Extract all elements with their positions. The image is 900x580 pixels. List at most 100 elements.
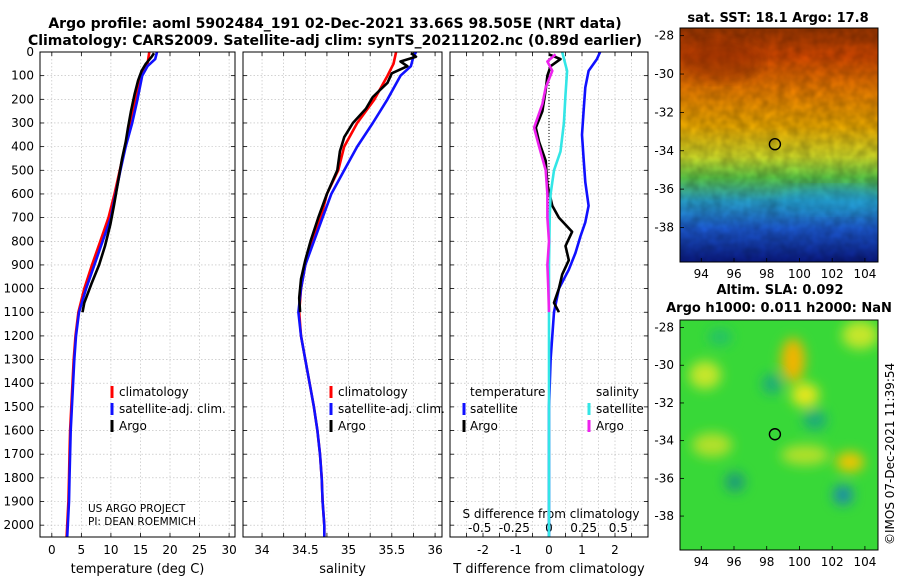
series-line [297,51,418,537]
y-tick-label: 1200 [3,329,34,343]
map-x-tick-label: 102 [821,267,844,281]
map-y-tick-label: -34 [654,434,674,448]
map-y-tick-label: -30 [654,67,674,81]
y-tick-label: 1900 [3,495,34,509]
legend-difference: temperature salinity satellite Argo sate… [462,385,644,433]
title-line-2: Climatology: CARS2009. Satellite-adj cli… [28,33,642,49]
x-axis-label: salinity [319,562,366,577]
x-axis-label: T difference from climatology [452,562,645,577]
series-line [547,51,602,537]
map-y-tick-label: -38 [654,509,674,523]
sla-low [708,329,732,345]
y-tick-label: 0 [26,45,34,59]
series-line [65,51,159,538]
credit-block: US ARGO PROJECT PI: DEAN ROEMMICH [88,503,196,528]
x-tick-label: 0 [545,543,553,557]
map-x-tick-label: 104 [853,555,876,569]
map-y-tick-label: -32 [654,396,674,410]
series-line [81,52,156,313]
y-tick-label: 700 [11,211,34,225]
y-tick-label: 1500 [3,400,34,414]
s-tick-label: -0.5 [468,521,491,535]
y-tick-label: 2000 [3,518,34,532]
sla-high [781,445,829,465]
sst-map-title: sat. SST: 18.1 Argo: 17.8 [687,11,868,26]
s-axis-label: S difference from climatology [463,507,640,521]
x-tick-label: 1 [578,543,586,557]
sla-low [803,410,827,430]
float-position-marker [768,428,782,441]
plot-frame [242,51,443,538]
credit-line-1: US ARGO PROJECT [88,503,186,515]
x-tick-label: 30 [221,543,236,557]
legend-salinity: climatology satellite-adj. clim. Argo [329,385,445,433]
legend-argo-label: Argo [119,419,147,433]
salinity-panel: 34 34.5 35 35.5 36 salinity [242,51,443,577]
legend-argo-label: Argo [338,419,366,433]
x-tick-label: 5 [78,543,86,557]
map-y-tick-label: -36 [654,471,674,485]
legend-sat-t-label: satellite [470,402,518,416]
y-tick-label: 400 [11,140,34,154]
x-axis-label: temperature (deg C) [71,562,205,577]
x-tick-label: -1 [510,543,522,557]
imos-stamp: ©IMOS 07-Dec-2021 11:39:54 [883,363,897,545]
legend-satellite-label: satellite-adj. clim. [119,402,226,416]
y-tick-label: 200 [11,92,34,106]
sla-high [692,433,732,457]
plot-background [40,52,235,537]
y-tick-label: 500 [11,163,34,177]
x-tick-label: 35.5 [378,543,405,557]
y-tick-label: 1100 [3,305,34,319]
series-line [532,53,557,313]
map-x-tick-label: 98 [759,267,774,281]
map-x-tick-label: 100 [788,267,811,281]
legend-sat-s-label: satellite [596,402,644,416]
sla-map [680,320,878,550]
credit-line-2: PI: DEAN ROEMMICH [88,516,196,528]
s-tick-label: -0.25 [499,521,530,535]
series-line [297,52,418,313]
map-x-tick-label: 94 [694,267,709,281]
legend-argo-t-label: Argo [470,419,498,433]
sla-low [762,374,782,394]
map-x-tick-label: 104 [853,267,876,281]
sla-high [781,338,805,382]
map-x-tick-label: 96 [726,555,741,569]
map-x-tick-label: 94 [694,555,709,569]
map-y-tick-label: -28 [654,321,674,335]
x-tick-label: 25 [192,543,207,557]
title-line-1: Argo profile: aoml 5902484_191 02-Dec-20… [48,16,621,32]
y-tick-label: 1700 [3,447,34,461]
legend-temperature: climatology satellite-adj. clim. Argo [110,385,226,433]
x-tick-label: 0 [48,543,56,557]
s-tick-label: 0.25 [570,521,597,535]
map-x-tick-label: 98 [759,555,774,569]
x-tick-label: 36 [427,543,442,557]
sst-map-axes: 94 96 98 100 102 104 -28 -30 -32 -34 -36 -38 [654,29,876,281]
map-y-tick-label: -30 [654,358,674,372]
y-tick-label: 1000 [3,282,34,296]
sla-map-title-2: Argo h1000: 0.011 h2000: NaN [666,301,892,316]
legend-satellite-label: satellite-adj. clim. [338,402,445,416]
float-position-marker [768,138,782,151]
temperature-panel: 0 5 10 15 20 25 300100200300400500600700800900… [3,45,236,577]
x-tick-label: 34 [254,543,269,557]
x-tick-label: 34.5 [292,543,319,557]
legend-climatology-label: climatology [119,385,189,399]
sst-map [680,28,878,262]
x-tick-label: 35 [341,543,356,557]
sst-cool-patch [780,186,878,214]
map-y-tick-label: -28 [654,29,674,43]
y-tick-label: 600 [11,187,34,201]
sla-low [725,472,745,492]
plot-background [243,52,442,537]
map-y-tick-label: -32 [654,105,674,119]
map-x-tick-label: 102 [821,555,844,569]
map-y-tick-label: -36 [654,182,674,196]
sla-map-title-1: Altim. SLA: 0.092 [717,283,844,298]
y-tick-label: 100 [11,69,34,83]
map-y-tick-label: -34 [654,144,674,158]
sla-high [689,361,721,389]
